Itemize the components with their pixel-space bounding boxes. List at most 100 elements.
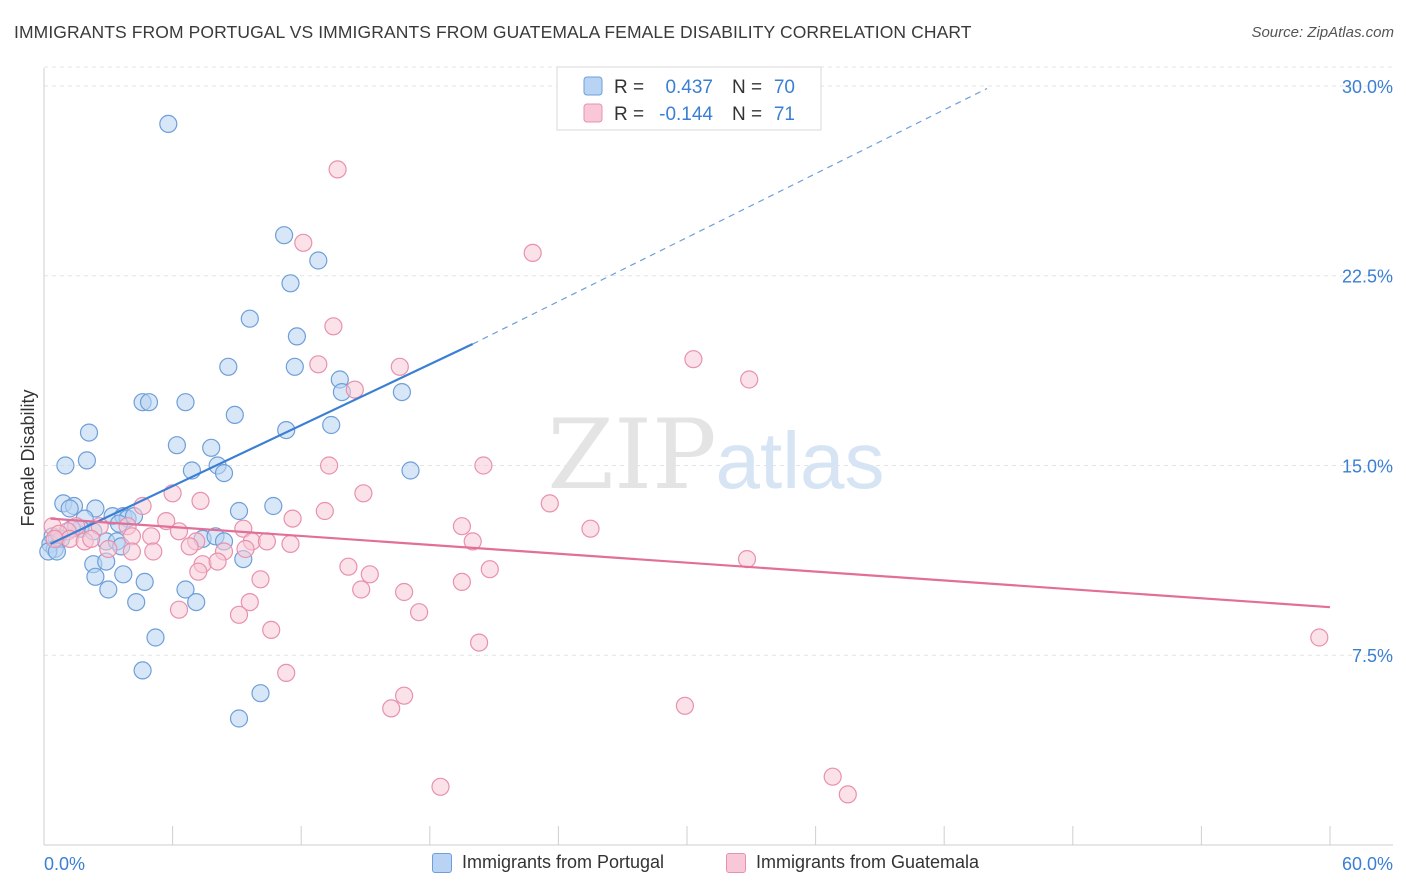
data-point-portugal [229,501,249,521]
data-point-guatemala [452,572,471,592]
data-point-guatemala [354,484,373,503]
data-point-guatemala [480,560,499,579]
data-point-guatemala [240,592,259,612]
series-legend: Immigrants from Portugal Immigrants from… [0,852,1406,878]
stats-legend-r-label: R = [614,104,644,125]
stats-legend-swatch-blue [583,76,603,96]
data-point-guatemala [142,527,161,546]
data-point-portugal [214,464,234,483]
data-point-guatemala [328,160,347,179]
data-point-guatemala [684,350,703,369]
data-point-portugal [60,499,79,518]
y-tick-label: 22.5% [1342,267,1393,287]
data-point-portugal [127,592,146,612]
data-point-portugal [322,415,341,435]
trend-layer [49,87,1331,609]
data-point-guatemala [169,522,189,541]
legend-label-guatemala: Immigrants from Guatemala [756,852,980,872]
data-point-guatemala [122,527,141,546]
data-point-portugal [133,661,152,680]
data-point-guatemala [339,557,358,576]
data-point-guatemala [251,570,270,589]
data-point-portugal [240,309,259,328]
stats-legend-n-label: N = [732,104,762,125]
data-point-portugal [79,423,99,442]
y-tick-label: 30.0% [1342,77,1393,97]
data-point-guatemala [208,552,227,571]
data-point-guatemala [169,600,189,619]
legend-label-portugal: Immigrants from Portugal [462,852,665,872]
data-point-portugal [275,226,294,245]
data-point-guatemala [470,633,489,652]
y-tick-label: 15.0% [1342,456,1393,476]
data-point-portugal [264,496,283,516]
data-point-portugal [392,383,411,402]
legend-swatch-guatemala [726,852,746,873]
data-point-portugal [225,405,244,424]
data-point-guatemala [360,565,379,584]
data-point-portugal [309,251,328,270]
stats-legend-r-value: 0.437 [665,77,713,98]
data-point-guatemala [540,494,559,513]
data-point-portugal [167,436,186,455]
data-point-guatemala [99,539,118,559]
data-point-guatemala [315,501,334,521]
data-point-portugal [99,580,118,599]
data-point-portugal [229,709,249,728]
data-point-guatemala [236,539,255,559]
data-point-portugal [77,451,97,470]
data-point-guatemala [163,484,182,503]
legend-swatch-portugal [432,852,452,873]
trend-line-guatemala [50,517,1331,609]
data-point-portugal [287,327,306,346]
data-point-guatemala [283,509,302,528]
data-point-portugal [285,357,304,376]
data-point-guatemala [320,456,339,475]
axis-layer: 7.5% 15.0% 22.5% 30.0% [43,68,1393,846]
data-point-guatemala [390,357,409,376]
data-point-portugal [56,456,75,475]
watermark: ZIP atlas [547,399,884,511]
data-point-portugal [187,592,206,612]
data-point-guatemala [309,355,328,374]
data-point-guatemala [345,380,364,399]
data-point-portugal [139,393,159,412]
data-point-guatemala [281,534,300,554]
data-point-guatemala [229,605,249,624]
data-point-guatemala [463,532,482,551]
x-tick-label-max: 60.0% [1342,854,1393,874]
data-point-portugal [202,438,221,457]
data-point-guatemala [740,370,759,389]
data-point-guatemala [262,620,281,640]
source-label: Source: ZipAtlas.com [1251,24,1394,41]
data-point-guatemala [82,529,101,549]
data-point-guatemala [257,532,276,551]
data-point-guatemala [324,317,343,336]
data-point-guatemala [382,699,401,718]
data-point-portugal [176,580,195,599]
legend-item-guatemala[interactable]: Immigrants from Guatemala [726,852,979,873]
stats-legend: R = 0.437 N = 70 R = -0.144 N = 71 [556,66,822,131]
data-point-portugal [401,461,420,480]
data-point-portugal [219,357,238,376]
trend-line-extension-portugal [472,87,988,345]
data-point-portugal [159,114,178,134]
data-point-guatemala [523,243,542,262]
legend-item-portugal[interactable]: Immigrants from Portugal [432,852,664,873]
data-point-guatemala [180,537,199,556]
data-point-guatemala [395,686,414,705]
data-point-guatemala [581,519,600,538]
data-point-guatemala [452,517,471,536]
stats-legend-swatch-pink [583,103,603,123]
data-point-guatemala [189,562,208,581]
data-point-guatemala [294,233,313,252]
data-point-guatemala [737,549,757,569]
data-point-portugal [114,565,133,584]
data-point-guatemala [431,777,450,796]
chart-title: IMMIGRANTS FROM PORTUGAL VS IMMIGRANTS F… [14,22,972,42]
data-point-guatemala [838,785,857,804]
data-point-guatemala [144,542,163,561]
data-point-guatemala [1310,628,1329,647]
data-point-guatemala [395,582,414,602]
